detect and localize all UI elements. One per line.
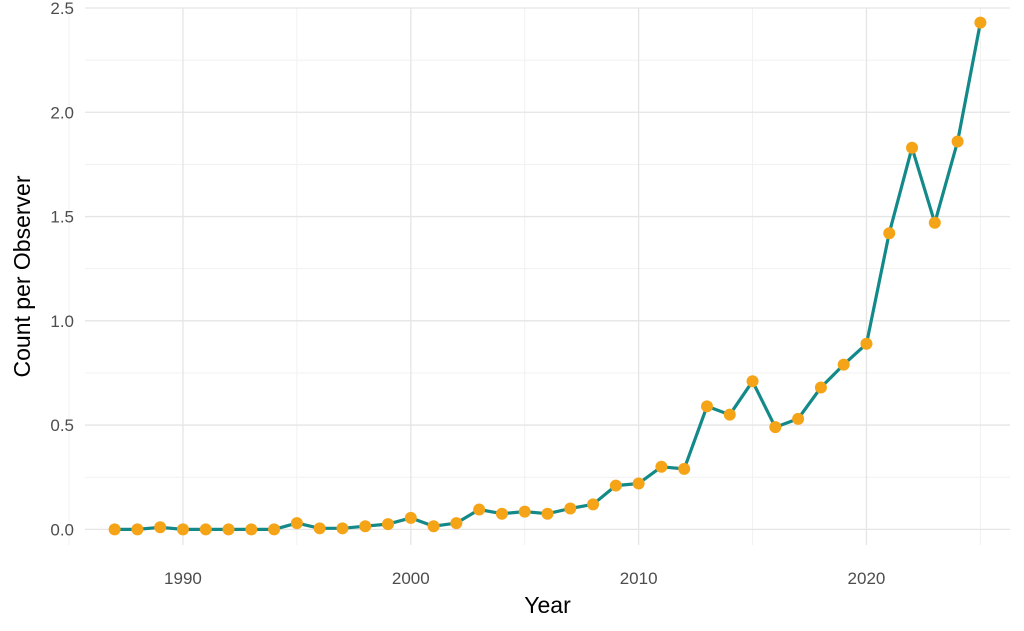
data-point bbox=[313, 522, 326, 535]
x-tick-label: 2000 bbox=[392, 569, 430, 588]
data-point bbox=[427, 520, 440, 533]
data-point bbox=[587, 498, 600, 511]
data-point bbox=[245, 523, 258, 536]
data-point bbox=[154, 521, 167, 534]
data-point bbox=[495, 507, 508, 520]
y-tick-label: 1.5 bbox=[50, 208, 74, 227]
data-point bbox=[541, 507, 554, 520]
data-point bbox=[723, 408, 736, 421]
series-line bbox=[114, 22, 982, 532]
data-point bbox=[336, 522, 349, 535]
data-point bbox=[609, 479, 622, 492]
data-point bbox=[564, 502, 577, 515]
data-point bbox=[632, 477, 645, 490]
data-point bbox=[655, 460, 668, 473]
data-point bbox=[131, 523, 144, 536]
data-point bbox=[928, 216, 941, 229]
data-point bbox=[860, 337, 873, 350]
data-point bbox=[837, 358, 850, 371]
data-point bbox=[199, 523, 212, 536]
data-point bbox=[769, 421, 782, 434]
data-point bbox=[176, 523, 189, 536]
data-point bbox=[951, 135, 964, 148]
x-tick-label: 2020 bbox=[848, 569, 886, 588]
x-tick-label: 2010 bbox=[620, 569, 658, 588]
data-point bbox=[473, 503, 486, 516]
data-point bbox=[290, 517, 303, 530]
x-tick-label: 1990 bbox=[164, 569, 202, 588]
data-point bbox=[268, 523, 281, 536]
data-point bbox=[746, 375, 759, 388]
data-point bbox=[974, 16, 987, 29]
x-axis-title: Year bbox=[524, 592, 571, 618]
data-point bbox=[450, 517, 463, 530]
data-point bbox=[222, 523, 235, 536]
data-point bbox=[359, 520, 372, 533]
data-point bbox=[678, 462, 691, 475]
data-point bbox=[518, 505, 531, 518]
y-tick-label: 1.0 bbox=[50, 312, 74, 331]
y-tick-label: 2.5 bbox=[50, 0, 74, 18]
y-tick-label: 0.5 bbox=[50, 416, 74, 435]
data-point bbox=[108, 523, 121, 536]
y-axis-title: Count per Observer bbox=[9, 175, 35, 377]
data-point bbox=[814, 381, 827, 394]
data-point bbox=[404, 511, 417, 524]
data-point bbox=[906, 141, 919, 154]
series bbox=[108, 16, 987, 536]
data-point bbox=[792, 412, 805, 425]
y-tick-label: 2.0 bbox=[50, 103, 74, 122]
axes: 1990 2000 2010 2020 0.0 0.5 1.0 1.5 2.0 2.5 bbox=[50, 0, 885, 588]
data-point bbox=[883, 227, 896, 240]
data-point bbox=[382, 518, 395, 531]
y-tick-label: 0.0 bbox=[50, 520, 74, 539]
grid bbox=[68, 7, 1010, 545]
data-point bbox=[700, 400, 713, 413]
